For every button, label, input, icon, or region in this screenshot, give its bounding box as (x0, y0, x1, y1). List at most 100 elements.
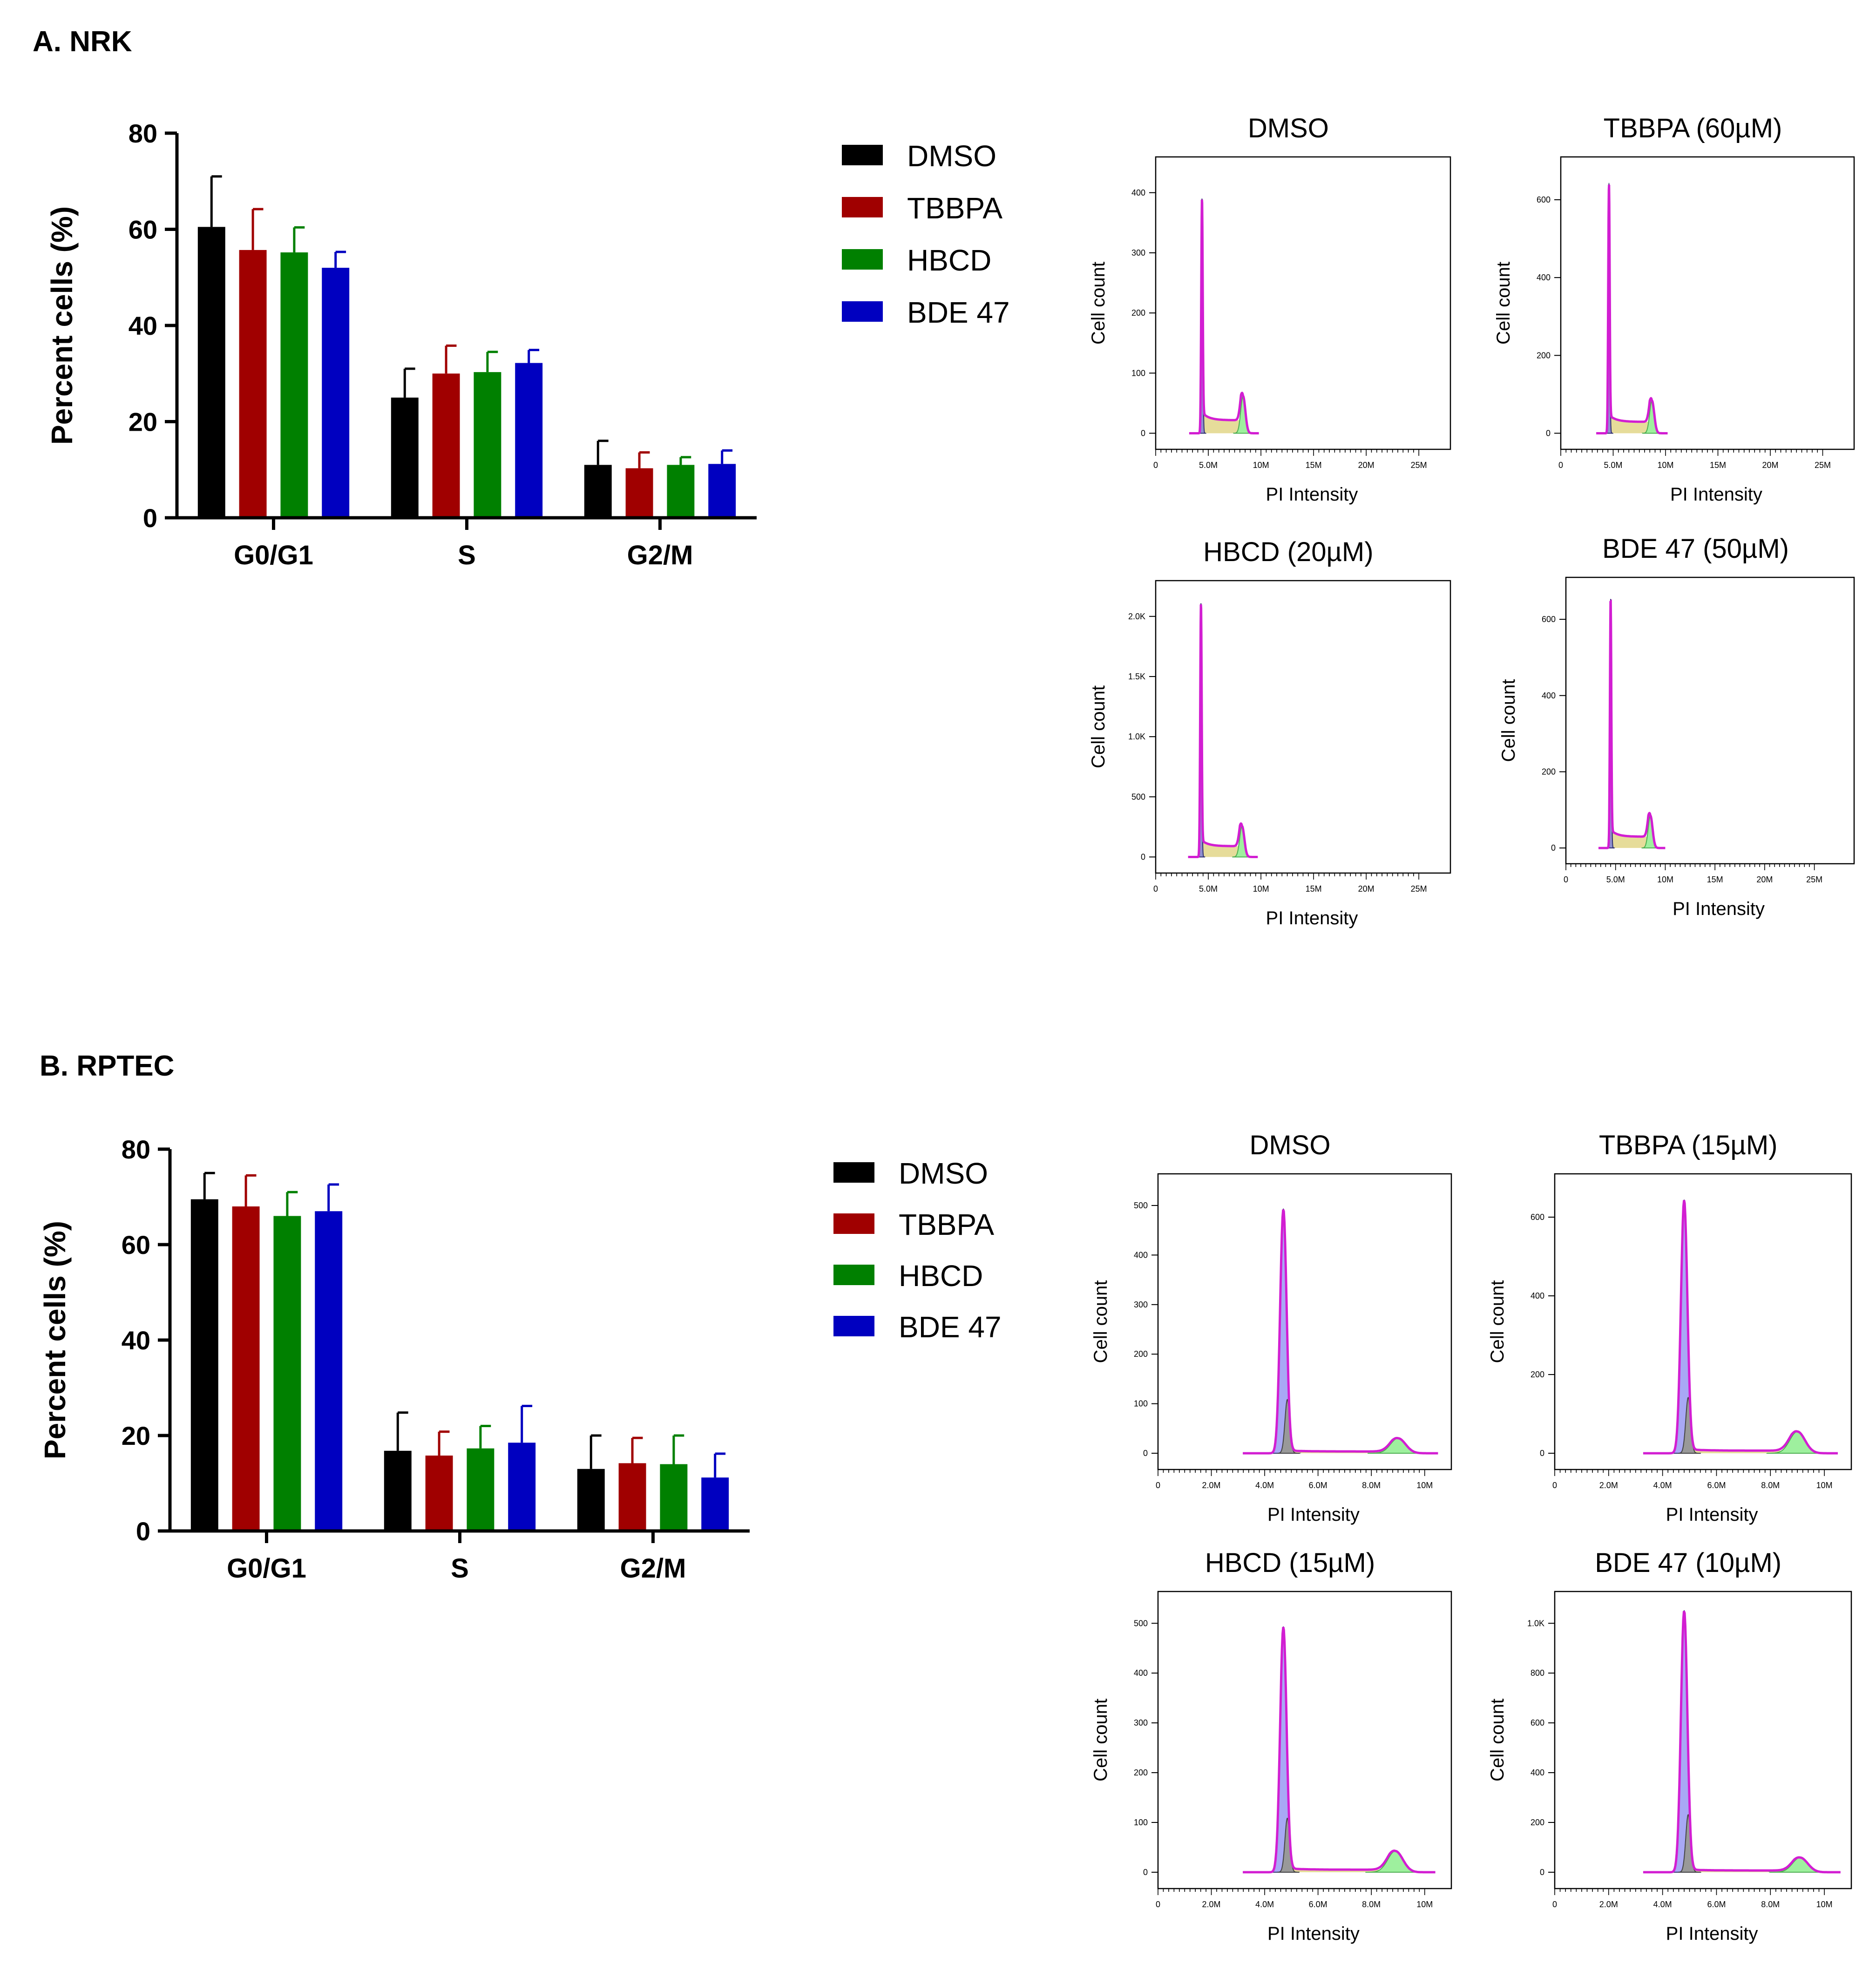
hist-x-tick-label: 15M (1306, 461, 1322, 470)
g1-peak-area (1266, 1208, 1301, 1454)
hist-y-tick-label: 600 (1531, 1212, 1544, 1222)
plot-frame (1554, 1591, 1852, 1890)
hist-y-tick-label: 0 (1141, 428, 1145, 438)
hist-y-tick-label: 600 (1537, 195, 1551, 204)
hist-x-tick-label: 6.0M (1309, 1481, 1327, 1490)
legend-swatch-hbcd (842, 249, 883, 270)
hist-x-tick-label: 0 (1558, 461, 1563, 470)
hist-y-tick-label: 200 (1542, 767, 1556, 776)
x-tick-label: S (458, 540, 476, 570)
x-tick-label: G0/G1 (227, 1553, 306, 1584)
hist-x-tick-label: 20M (1358, 884, 1375, 894)
g1-peak-area (1267, 1626, 1300, 1873)
hist-x-tick-label: 10M (1416, 1900, 1433, 1909)
hist-y-tick-label: 400 (1134, 1250, 1148, 1260)
hist-y-tick-label: 400 (1131, 188, 1145, 197)
hist-x-tick-label: 4.0M (1653, 1481, 1672, 1490)
bar-dmso-g2m (584, 465, 612, 518)
hist-y-tick-label: 200 (1131, 308, 1145, 318)
hist-x-tick-label: 6.0M (1309, 1900, 1327, 1909)
bar-hbcd-g2m (660, 1464, 688, 1531)
hist-y-tick-label: 1.0K (1128, 732, 1145, 741)
hist-y-tick-label: 1.0K (1527, 1619, 1544, 1628)
hist-y-tick-label: 600 (1542, 615, 1556, 624)
legend-label-tbbpa: TBBPA (907, 191, 1002, 225)
hist-x-tick-label: 0 (1552, 1481, 1557, 1490)
hist-y-axis-label: Cell count (1088, 262, 1109, 345)
hist-y-tick-label: 200 (1531, 1370, 1544, 1379)
bar-bde-47-g2m (701, 1477, 729, 1531)
bar-bde-47-g0g1 (322, 268, 350, 518)
hist-y-axis-label: Cell count (1493, 262, 1514, 345)
bar-hbcd-g0g1 (273, 1216, 301, 1531)
hist-x-tick-label: 0 (1564, 875, 1568, 884)
bar-bde-47-g2m (708, 464, 736, 518)
hist-y-tick-label: 200 (1134, 1768, 1148, 1777)
legend-label-dmso: DMSO (899, 1157, 988, 1190)
legend-label-dmso: DMSO (907, 139, 996, 173)
x-tick-label: S (451, 1553, 469, 1584)
hist-x-tick-label: 10M (1253, 884, 1269, 894)
bar-dmso-g0g1 (197, 227, 225, 518)
hist-y-tick-label: 600 (1531, 1718, 1544, 1727)
hist-y-tick-label: 0 (1540, 1868, 1544, 1877)
plot-frame (1157, 1591, 1452, 1890)
hist-y-tick-label: 100 (1134, 1399, 1148, 1409)
hist-x-tick-label: 25M (1806, 875, 1822, 884)
hist-x-tick-label: 4.0M (1255, 1481, 1274, 1490)
legend-swatch-bde-47 (833, 1316, 874, 1336)
bar-tbbpa-s (432, 373, 460, 518)
hist-y-tick-label: 200 (1531, 1818, 1544, 1827)
bar-tbbpa-g2m (618, 1463, 646, 1531)
y-tick-label: 0 (143, 503, 157, 533)
hist-x-tick-label: 2.0M (1599, 1481, 1618, 1490)
hist-x-axis-label: PI Intensity (1266, 484, 1358, 505)
bar-tbbpa-s (425, 1456, 453, 1531)
hist-y-tick-label: 100 (1131, 368, 1145, 378)
hist-y-tick-label: 300 (1134, 1718, 1148, 1727)
panel-b: G0/G1 S G2/M 0 20 40 60 80 Percent cells (%) DMSO… (38, 1130, 1852, 1944)
legend-label-hbcd: HBCD (899, 1259, 983, 1293)
hist-y-tick-label: 2.0K (1128, 612, 1145, 621)
fit-curve (1243, 1626, 1436, 1874)
g1-peak-area (1667, 1199, 1701, 1454)
fit-curve (1643, 1200, 1838, 1455)
hist-title: DMSO (1250, 1130, 1331, 1160)
panel-a: G0/G1 S G2/M 0 20 40 60 80 Percent cells (%) DMSO… (45, 113, 1855, 928)
y-axis-label: Percent cells (%) (38, 1221, 72, 1459)
hist-y-axis-label: Cell count (1088, 685, 1109, 768)
hist-y-tick-label: 500 (1134, 1619, 1148, 1628)
bar-tbbpa-g2m (625, 468, 653, 518)
hist-x-axis-label: PI Intensity (1266, 908, 1358, 928)
hist-y-tick-label: 0 (1143, 1449, 1148, 1458)
x-tick-label: G2/M (627, 540, 693, 570)
hist-x-tick-label: 0 (1156, 1481, 1160, 1490)
hist-x-tick-label: 0 (1153, 461, 1158, 470)
hist-y-tick-label: 300 (1131, 248, 1145, 257)
hist-y-tick-label: 400 (1542, 691, 1556, 700)
y-axis-label: Percent cells (%) (45, 206, 79, 445)
hist-x-tick-label: 20M (1762, 461, 1778, 470)
y-tick-label: 20 (129, 407, 157, 437)
legend-label-bde-47: BDE 47 (899, 1310, 1002, 1344)
plot-frame (1554, 1173, 1852, 1470)
hist-x-tick-label: 10M (1416, 1481, 1433, 1490)
hist-y-axis-label: Cell count (1498, 679, 1519, 762)
y-tick-label: 80 (129, 119, 157, 148)
hist-x-tick-label: 5.0M (1199, 461, 1218, 470)
plot-frame (1157, 1173, 1452, 1470)
legend-swatch-dmso (833, 1162, 874, 1183)
legend-label-hbcd: HBCD (907, 244, 991, 277)
fit-curve (1643, 1611, 1841, 1874)
bar-bde-47-s (508, 1443, 536, 1531)
x-tick-label: G0/G1 (234, 540, 313, 570)
legend-swatch-tbbpa (842, 197, 883, 217)
bar-bde-47-g0g1 (315, 1211, 343, 1531)
hist-y-tick-label: 0 (1551, 843, 1556, 853)
y-tick-label: 40 (122, 1326, 150, 1355)
hist-x-tick-label: 0 (1156, 1900, 1160, 1909)
hist-x-tick-label: 10M (1657, 875, 1673, 884)
hist-x-tick-label: 25M (1411, 884, 1427, 894)
y-tick-label: 60 (122, 1230, 150, 1260)
panel-b-label: B. RPTEC (40, 1050, 174, 1082)
